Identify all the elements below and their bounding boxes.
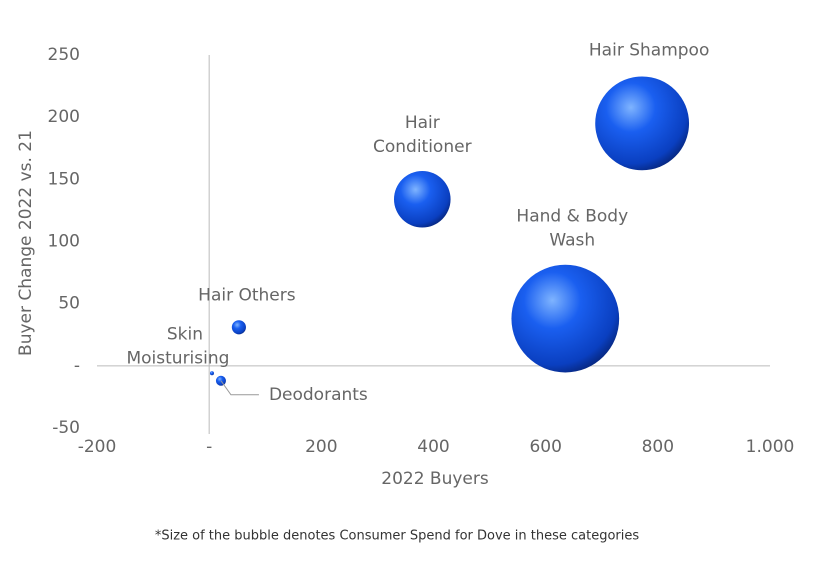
x-tick-label: -200 <box>78 437 117 457</box>
y-tick-label: 250 <box>48 45 80 65</box>
bubble-label: Hair <box>405 113 440 133</box>
y-tick-label: 100 <box>48 232 80 252</box>
x-axis-label: 2022 Buyers <box>381 469 489 489</box>
x-tick-label: - <box>206 437 212 457</box>
footnote: *Size of the bubble denotes Consumer Spe… <box>155 529 640 544</box>
y-tick-label: 200 <box>48 107 80 127</box>
bubble-label: Hair Shampoo <box>589 40 709 60</box>
bubble-label: Deodorants <box>269 385 368 405</box>
bubble <box>231 320 246 335</box>
y-axis-label: Buyer Change 2022 vs. 21 <box>16 130 36 356</box>
y-tick-label: -50 <box>52 418 80 438</box>
x-tick-label: 1.000 <box>746 437 795 457</box>
bubble <box>393 170 451 228</box>
bubble <box>209 371 214 376</box>
y-tick-label: 50 <box>58 294 80 314</box>
x-tick-label: 600 <box>529 437 561 457</box>
bubble-label: Skin <box>167 324 203 344</box>
bubble-label: Hair Others <box>198 285 296 305</box>
x-tick-label: 200 <box>305 437 337 457</box>
bubble-label: Hand & Body <box>516 207 628 227</box>
bubble-label: Conditioner <box>373 137 472 157</box>
bubble <box>595 76 690 171</box>
bubble-label: Moisturising <box>126 348 229 368</box>
y-tick-label: 150 <box>48 169 80 189</box>
bubble-label: Wash <box>549 231 595 251</box>
bubble <box>511 264 620 373</box>
y-tick-label: - <box>74 356 80 376</box>
leader-line <box>220 380 259 396</box>
x-tick-label: 400 <box>417 437 449 457</box>
x-tick-label: 800 <box>642 437 674 457</box>
